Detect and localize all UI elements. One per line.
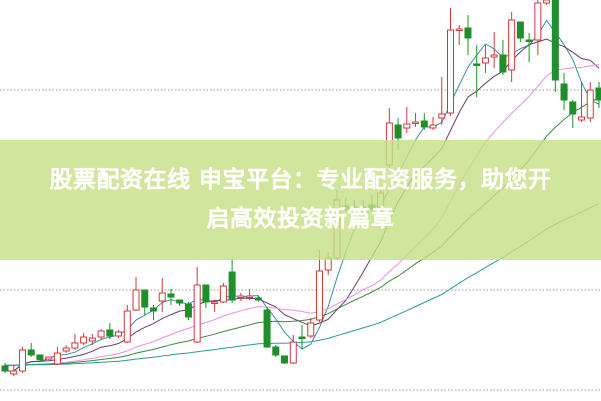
- candle-body: [184, 303, 192, 318]
- candle-body: [298, 336, 306, 339]
- candle-body: [263, 309, 271, 348]
- candle-body: [289, 341, 297, 364]
- candle-body: [569, 101, 577, 115]
- candle-body: [53, 352, 61, 365]
- candle-body: [115, 331, 123, 337]
- candle-body: [211, 301, 219, 304]
- candle-body: [508, 19, 516, 71]
- candle-body: [106, 329, 114, 337]
- candle-body: [132, 289, 140, 311]
- candle-body: [464, 27, 472, 39]
- moving-average-line: [4, 64, 600, 367]
- banner-title-line-1: 股票配资在线 申宝平台：专业配资服务，助您开: [49, 167, 552, 193]
- candle-body: [560, 83, 568, 101]
- candle-body: [254, 297, 262, 301]
- candle-body: [97, 330, 105, 338]
- banner-title-line-2: 启高效投资新篇章: [206, 206, 395, 232]
- candle-body: [315, 270, 323, 321]
- candle-body: [455, 28, 463, 31]
- candle-body: [237, 295, 245, 298]
- candle-body: [88, 337, 96, 342]
- candle-body: [176, 299, 184, 304]
- candle-body: [595, 87, 601, 101]
- candle-body: [62, 347, 70, 352]
- moving-average-line: [5, 38, 600, 372]
- candle-body: [516, 21, 524, 39]
- candle-body: [1, 365, 9, 372]
- candle-body: [490, 54, 498, 58]
- candle-body: [219, 285, 227, 303]
- candle-body: [412, 121, 420, 124]
- candle-body: [586, 89, 594, 119]
- candle-body: [525, 39, 533, 42]
- candle-body: [551, 0, 559, 81]
- candle-body: [123, 310, 131, 343]
- candle-body: [473, 63, 481, 66]
- candle-body: [10, 370, 18, 375]
- candle-body: [45, 356, 53, 360]
- candle-body: [403, 123, 411, 129]
- candle-body: [394, 124, 402, 139]
- candle-body: [228, 271, 236, 301]
- candle-body: [499, 54, 507, 73]
- candle-body: [167, 293, 175, 298]
- candle-body: [141, 289, 149, 308]
- title-banner: 股票配资在线 申宝平台：专业配资服务，助您开 启高效投资新篇章: [0, 140, 601, 260]
- candle-body: [18, 349, 26, 372]
- candle-body: [71, 342, 79, 349]
- candle-body: [429, 124, 437, 129]
- candle-body: [281, 355, 289, 364]
- candle-body: [272, 346, 280, 356]
- candle-body: [578, 116, 586, 121]
- candle-body: [193, 284, 201, 343]
- candle-body: [246, 295, 254, 298]
- candle-body: [481, 57, 489, 64]
- candle-body: [150, 307, 157, 312]
- candle-body: [36, 354, 44, 361]
- candle-body: [438, 113, 446, 119]
- candle-body: [534, 2, 542, 41]
- candle-body: [80, 336, 88, 344]
- candle-body: [27, 349, 35, 356]
- candle-body: [307, 322, 315, 337]
- candle-body: [420, 120, 428, 128]
- candle-body: [202, 284, 210, 303]
- candle-body: [158, 292, 166, 302]
- candle-body: [447, 29, 454, 114]
- candle-body: [543, 0, 551, 4]
